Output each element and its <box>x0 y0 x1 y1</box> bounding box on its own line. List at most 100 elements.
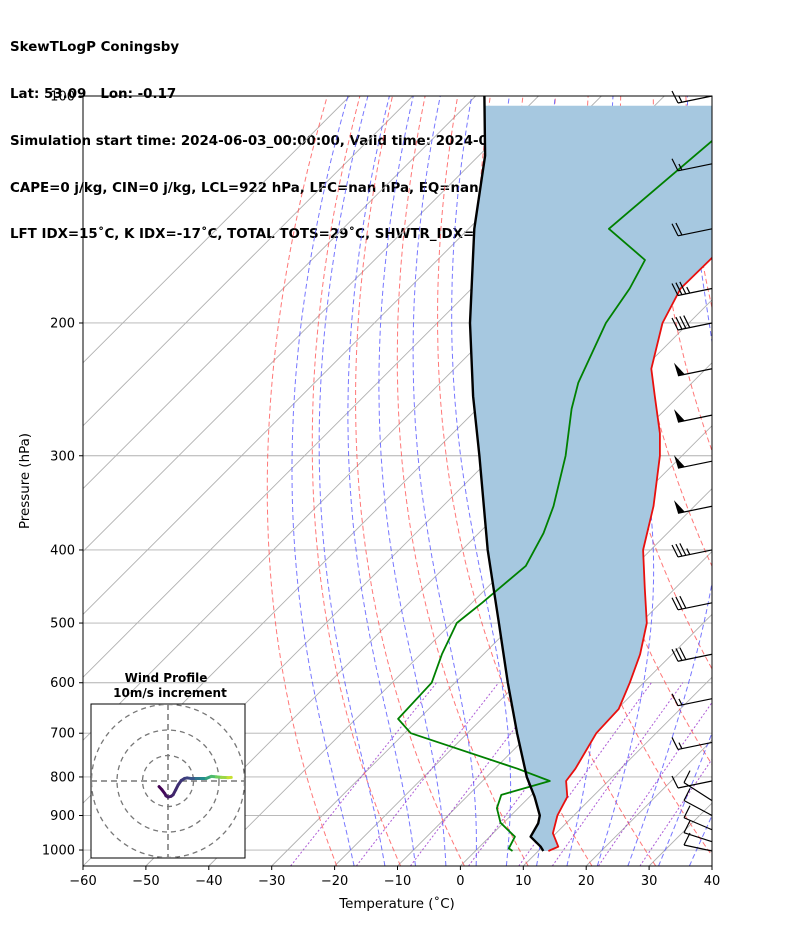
wind-barbs <box>671 90 713 852</box>
y-tick-label: 700 <box>50 727 75 742</box>
y-tick-label: 100 <box>50 90 75 105</box>
barb-full-tick <box>683 788 691 801</box>
wind-barb <box>683 820 713 843</box>
barb-full-tick <box>679 316 687 329</box>
barb-full-tick <box>683 820 691 834</box>
cape-cin-shading <box>470 105 712 851</box>
mixing-ratio-line <box>290 682 437 866</box>
dry-adiabat-line <box>266 96 338 866</box>
moist-adiabat-line <box>318 96 386 866</box>
isotherm-line <box>83 96 351 364</box>
barb-full-tick <box>671 597 679 611</box>
barb-shaft <box>677 228 713 237</box>
barb-shaft <box>677 602 713 611</box>
wind-barb <box>671 775 713 789</box>
profile-lines <box>397 96 712 852</box>
x-axis-label: Temperature (˚C) <box>338 895 455 912</box>
hodograph-inset: Wind Profile 10m/s increment <box>90 671 246 859</box>
y-axis-ticks: 100 200 300 400 500 600 700 800 900 1000 <box>42 90 83 859</box>
barb-shaft <box>677 549 713 558</box>
x-tick-label: −60 <box>69 874 96 889</box>
barb-full-tick <box>679 595 687 609</box>
barb-full-tick <box>679 281 687 295</box>
wind-barb <box>671 543 713 558</box>
isotherm-line <box>83 96 476 490</box>
barb-full-tick <box>675 648 683 661</box>
y-tick-label: 900 <box>50 809 75 824</box>
isotherm-line <box>83 96 539 553</box>
wind-barb <box>683 788 713 817</box>
x-axis-ticks: −60 −50 −40 −30 −20 −10 0 10 20 30 40 <box>69 866 720 889</box>
barb-shaft <box>677 368 713 377</box>
x-tick-label: −20 <box>321 874 348 889</box>
barb-full-tick <box>675 222 683 236</box>
mixing-ratio-line <box>639 758 712 866</box>
barb-shaft <box>677 287 713 297</box>
barb-shaft <box>683 799 713 817</box>
barb-full-tick <box>675 543 683 557</box>
barb-shaft <box>683 782 713 802</box>
wind-barb <box>671 158 713 172</box>
wind-barb <box>671 222 713 237</box>
dry-adiabat-line <box>396 96 529 866</box>
barb-full-tick <box>683 770 691 783</box>
barb-half-tick <box>678 95 683 103</box>
x-tick-label: 40 <box>704 874 721 889</box>
barb-half-tick <box>686 286 691 294</box>
isotherm-line <box>522 676 712 866</box>
barb-shaft <box>677 322 713 331</box>
barb-full-tick <box>683 832 691 846</box>
wind-barb <box>671 647 713 662</box>
barb-full-tick <box>671 223 679 237</box>
barb-shaft <box>677 741 713 751</box>
barb-full-tick <box>683 805 691 819</box>
barb-full-tick <box>671 158 679 172</box>
barb-half-tick <box>678 742 683 749</box>
barb-shaft <box>677 95 713 104</box>
moist-adiabat-line <box>627 96 712 866</box>
wind-barb <box>683 832 713 852</box>
y-tick-label: 400 <box>50 543 75 558</box>
barb-full-tick <box>671 737 679 750</box>
y-tick-label: 600 <box>50 676 75 691</box>
barb-full-tick <box>679 543 687 556</box>
wind-barb <box>671 693 713 707</box>
dry-adiabat-line <box>311 96 402 866</box>
dry-adiabat-line <box>549 96 712 766</box>
wind-barb <box>671 737 713 751</box>
y-axis-label: Pressure (hPa) <box>18 433 33 529</box>
y-tick-label: 500 <box>50 617 75 632</box>
barb-shaft <box>683 817 713 831</box>
location-line: Lat: 53.09 Lon: -0.17 <box>10 86 177 102</box>
y-tick-label: 800 <box>50 770 75 785</box>
y-tick-label: 1000 <box>42 844 75 859</box>
isotherm-line <box>711 865 712 866</box>
barb-full-tick <box>675 316 683 330</box>
barb-flag <box>674 362 685 376</box>
isotherm-line <box>334 487 712 866</box>
hodograph-ring <box>116 729 220 833</box>
barb-full-tick <box>671 90 679 104</box>
barb-flag <box>674 409 685 423</box>
x-tick-label: 30 <box>641 874 658 889</box>
barb-flag <box>674 455 685 469</box>
barb-half-tick <box>678 163 683 171</box>
wind-barb <box>671 90 713 104</box>
barb-shaft <box>677 698 713 707</box>
wind-barb <box>683 770 713 802</box>
x-tick-label: −30 <box>258 874 285 889</box>
barb-half-tick <box>678 698 683 706</box>
chart-title: SkewTLogP Coningsby <box>10 40 180 56</box>
barb-flag <box>674 500 685 514</box>
barb-shaft <box>677 653 713 662</box>
x-tick-label: −50 <box>132 874 159 889</box>
x-tick-label: −10 <box>384 874 411 889</box>
parcel-line <box>468 96 545 852</box>
wind-barb <box>683 805 713 831</box>
barb-full-tick <box>679 647 687 660</box>
hodograph-title: Wind Profile <box>125 671 208 685</box>
moist-adiabat-line <box>412 96 477 866</box>
barb-shaft <box>683 844 713 852</box>
barb-full-tick <box>671 693 679 706</box>
